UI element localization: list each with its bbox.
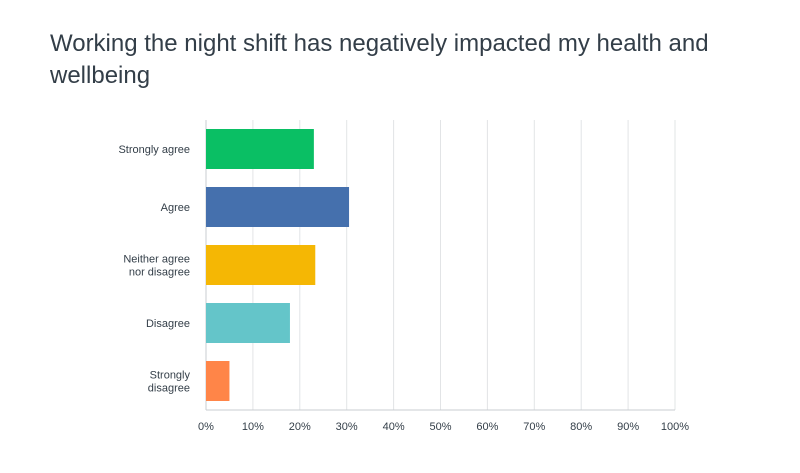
x-tick-label: 10% — [242, 421, 264, 433]
x-tick-label: 50% — [429, 421, 451, 433]
bar — [206, 361, 230, 401]
bar — [206, 245, 316, 285]
category-label: Disagree — [146, 318, 190, 330]
x-tick-label: 40% — [383, 421, 405, 433]
chart-title: Working the night shift has negatively i… — [50, 30, 709, 89]
x-tick-label: 80% — [570, 421, 592, 433]
x-tick-label: 20% — [289, 421, 311, 433]
bar — [206, 303, 290, 343]
x-tick-label: 100% — [661, 421, 689, 433]
x-tick-label: 70% — [523, 421, 545, 433]
x-tick-label: 60% — [476, 421, 498, 433]
x-tick-label: 30% — [336, 421, 358, 433]
category-label: Strongly agree — [118, 144, 190, 156]
bar — [206, 187, 350, 227]
x-tick-label: 90% — [617, 421, 639, 433]
category-label: Neither agree nor disagree — [123, 254, 190, 279]
category-label: Agree — [161, 202, 190, 214]
bar — [206, 129, 314, 169]
x-tick-label: 0% — [198, 421, 214, 433]
category-label: Strongly disagree — [148, 370, 191, 395]
